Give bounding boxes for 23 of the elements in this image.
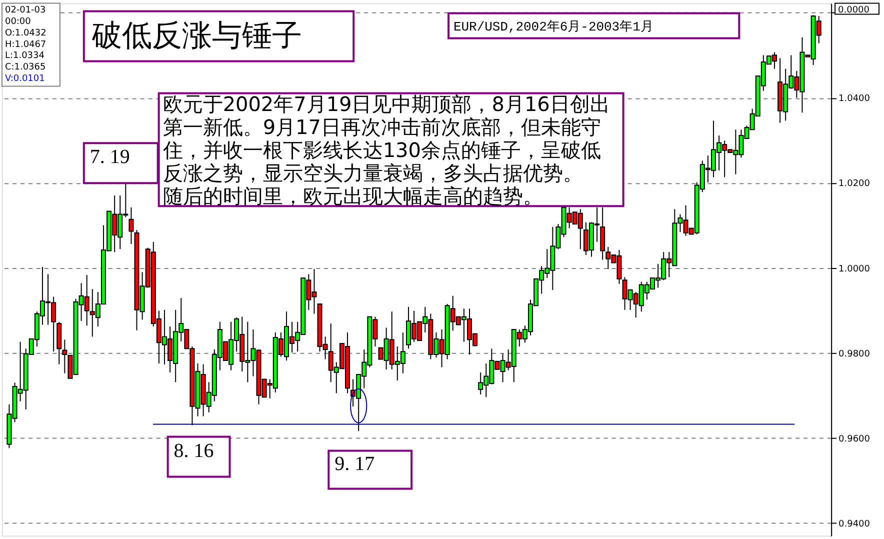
y-tick-label: 1.0200 — [838, 179, 870, 190]
annotation: H:1.0467 — [4, 40, 46, 50]
annotation: O:1.0432 — [4, 28, 46, 38]
annotation: L:1.0334 — [4, 51, 45, 62]
candlestick — [128, 206, 134, 244]
annotation: 8. 16 — [174, 440, 214, 462]
text: EUR/USD,2002年6月-2003年1月 — [453, 19, 654, 34]
text: 破低反涨与锤子 — [90, 18, 302, 54]
candlestick — [600, 206, 606, 260]
annotation: C:1.0365 — [4, 62, 46, 73]
annotation: 欧元于2002年7月19日见中期顶部，8月16日创出第一新低。9月17日再次冲击前次底部，但未能守住，并收一根下影线长达130余点的锤子，呈破低反涨之势，显示空头力量衰竭，多头占据优势。随后的时间里，欧元出现大幅走高的趋势。 — [162, 92, 610, 208]
y-tick-label: 0.9400 — [838, 519, 870, 530]
y-tick-label: 1.0000 — [838, 264, 870, 274]
annotation: 7. 19 — [90, 146, 130, 168]
y-tick-label: 0.9800 — [838, 349, 870, 360]
candlestick — [62, 339, 68, 374]
y-tick-label: 1.0400 — [838, 94, 870, 104]
annotation: V:0.0101 — [4, 74, 45, 84]
annotation: 00:00 — [4, 16, 32, 27]
y-tick-label: 0.9600 — [838, 434, 870, 444]
annotation: 02-01-03 — [4, 5, 46, 16]
annotation: 9. 17 — [334, 452, 375, 475]
text: 0.0000 — [838, 5, 870, 16]
